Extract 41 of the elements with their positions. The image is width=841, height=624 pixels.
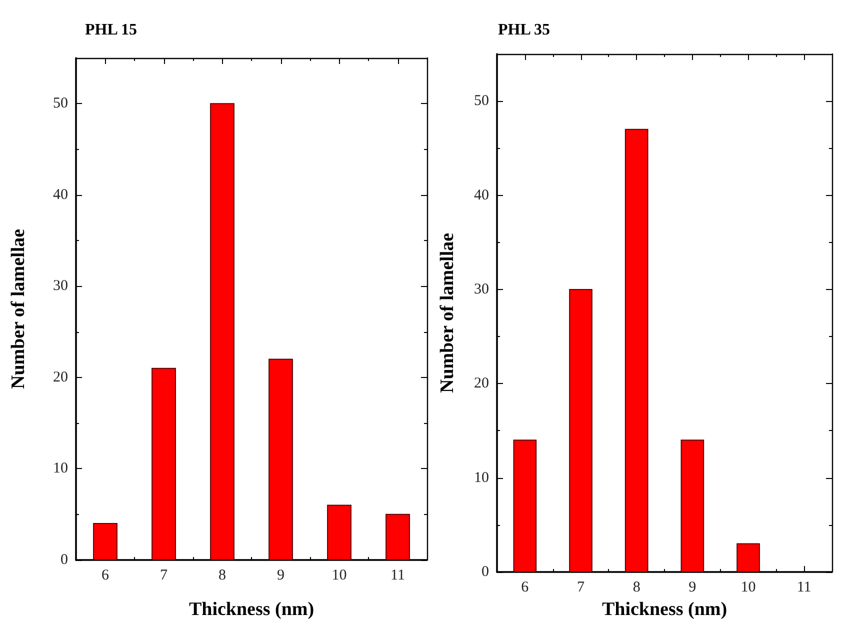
x-tick-label: 6 bbox=[102, 568, 110, 584]
bar bbox=[386, 514, 410, 560]
bar bbox=[624, 128, 648, 572]
x-tick-label: 9 bbox=[277, 568, 284, 584]
x-tick-label: 10 bbox=[740, 580, 756, 596]
y-tick-label: 50 bbox=[53, 96, 68, 112]
y-tick-label: 30 bbox=[474, 281, 489, 298]
y-tick-label: 40 bbox=[474, 187, 489, 204]
x-tick-label: 11 bbox=[390, 568, 405, 584]
bar bbox=[327, 504, 352, 560]
y-axis-title: Number of lamellae bbox=[437, 232, 458, 394]
bar bbox=[736, 543, 760, 572]
x-axis-title: Thickness (nm) bbox=[188, 599, 314, 620]
y-tick-label: 10 bbox=[474, 470, 489, 486]
y-tick-label: 10 bbox=[53, 460, 68, 477]
x-tick-label: 7 bbox=[160, 568, 168, 584]
x-tick-label: 8 bbox=[632, 580, 640, 596]
y-tick-label: 20 bbox=[53, 369, 68, 386]
bar bbox=[93, 522, 118, 560]
bar bbox=[152, 368, 176, 560]
x-tick-label: 7 bbox=[577, 580, 585, 596]
x-tick-label: 8 bbox=[218, 568, 226, 584]
bar bbox=[513, 440, 537, 572]
bar bbox=[210, 103, 234, 560]
y-tick-label: 40 bbox=[53, 186, 68, 203]
x-tick-label: 10 bbox=[332, 568, 347, 584]
bar bbox=[268, 358, 293, 560]
x-tick-label: 6 bbox=[521, 580, 530, 596]
x-tick-label: 9 bbox=[688, 580, 696, 596]
x-axis-title: Thickness (nm) bbox=[602, 599, 728, 620]
y-tick-label: 20 bbox=[474, 376, 489, 392]
y-tick-label: 0 bbox=[482, 564, 489, 580]
chart-title: PHL 35 bbox=[498, 22, 550, 38]
y-axis-title: Number of lamellae bbox=[8, 228, 29, 390]
bar bbox=[680, 440, 704, 572]
chart-title: PHL 15 bbox=[85, 22, 138, 38]
y-tick-label: 50 bbox=[474, 93, 489, 110]
y-tick-label: 0 bbox=[60, 552, 68, 568]
bar bbox=[569, 288, 592, 572]
x-tick-label: 11 bbox=[796, 580, 812, 596]
y-tick-label: 30 bbox=[53, 278, 68, 294]
